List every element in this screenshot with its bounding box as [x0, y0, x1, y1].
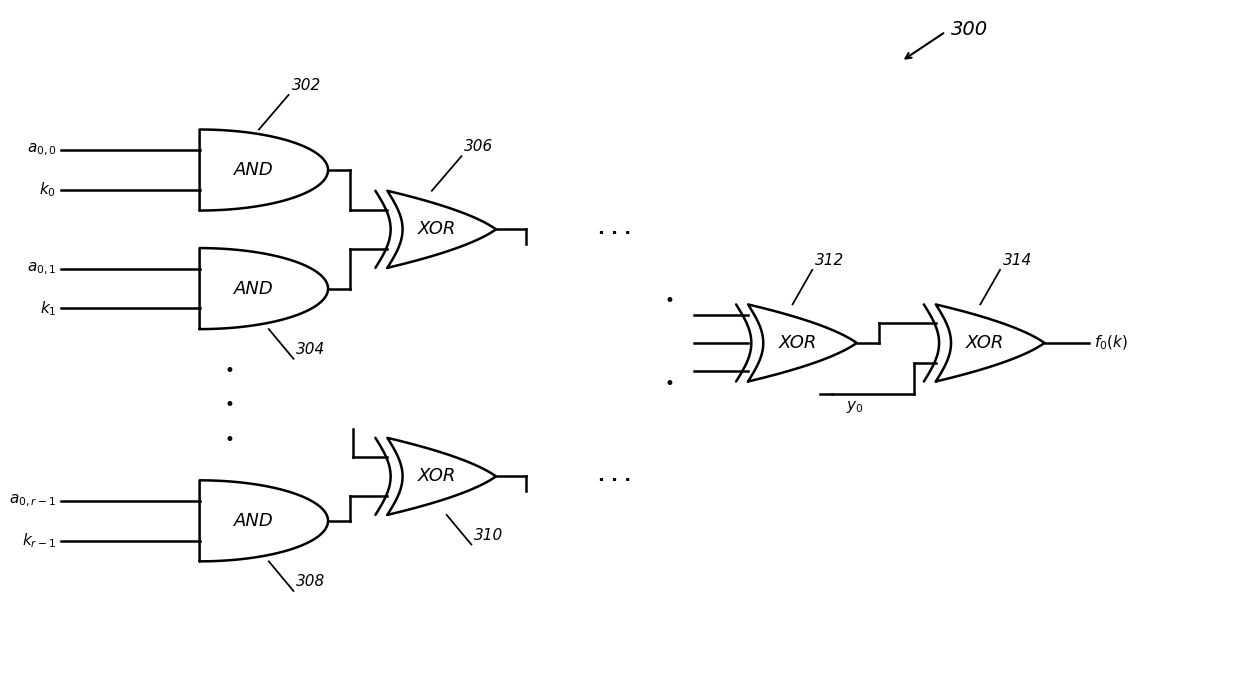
Text: AND: AND	[234, 161, 274, 179]
Text: XOR: XOR	[418, 467, 456, 485]
Text: $y_0$: $y_0$	[846, 399, 863, 416]
Text: •: •	[224, 396, 234, 414]
Text: $a_{0,1}$: $a_{0,1}$	[27, 260, 56, 277]
Text: 310: 310	[475, 527, 503, 542]
Text: •: •	[665, 292, 675, 311]
Text: . . .: . . .	[598, 220, 631, 238]
Text: •: •	[224, 361, 234, 380]
Text: XOR: XOR	[418, 220, 456, 238]
Polygon shape	[200, 480, 329, 561]
Text: 308: 308	[296, 574, 326, 589]
Polygon shape	[936, 304, 1044, 382]
Text: XOR: XOR	[779, 334, 817, 352]
Polygon shape	[387, 191, 496, 268]
Text: 300: 300	[951, 20, 988, 39]
Polygon shape	[200, 248, 329, 329]
Text: $a_{0,0}$: $a_{0,0}$	[26, 142, 56, 159]
Text: •: •	[224, 431, 234, 449]
Text: $k_1$: $k_1$	[40, 299, 56, 318]
Text: 312: 312	[815, 253, 844, 268]
Text: $k_{r-1}$: $k_{r-1}$	[22, 532, 56, 550]
Text: . . .: . . .	[598, 467, 631, 485]
Text: 314: 314	[1003, 253, 1032, 268]
Text: $f_0(k)$: $f_0(k)$	[1094, 334, 1128, 352]
Polygon shape	[200, 129, 329, 211]
Text: AND: AND	[234, 512, 274, 530]
Text: $k_0$: $k_0$	[40, 180, 56, 199]
Text: •: •	[665, 376, 675, 393]
Text: 302: 302	[291, 78, 321, 93]
Polygon shape	[748, 304, 857, 382]
Text: $a_{0,r-1}$: $a_{0,r-1}$	[10, 493, 56, 509]
Text: XOR: XOR	[966, 334, 1004, 352]
Polygon shape	[387, 438, 496, 515]
Text: 306: 306	[465, 139, 494, 154]
Text: AND: AND	[234, 279, 274, 298]
Text: 304: 304	[296, 342, 326, 357]
